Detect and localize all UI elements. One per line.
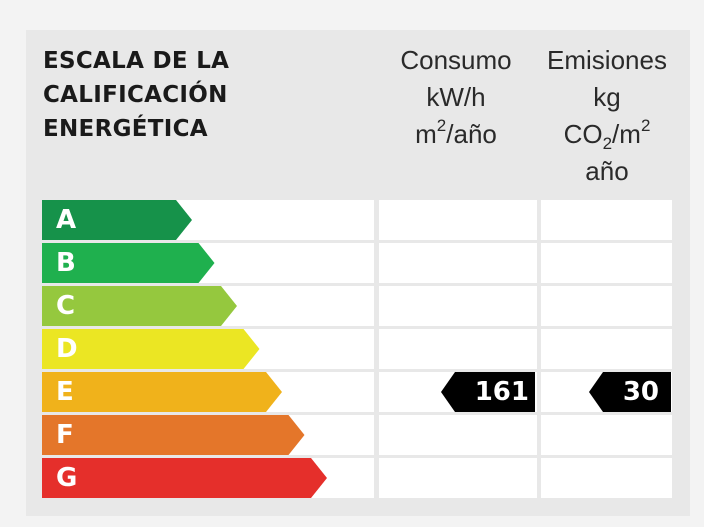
emisiones-cell — [541, 243, 672, 283]
rating-bar-cell: C — [42, 286, 374, 326]
rating-row-f: F — [26, 415, 690, 455]
value-marker-shape — [441, 372, 535, 412]
unit-sub: 2 — [602, 134, 613, 153]
rating-row-a: A — [26, 200, 690, 240]
value-marker-polygon — [441, 372, 535, 412]
rating-bar-cell: G — [42, 458, 374, 498]
title-line: CALIFICACIÓN — [43, 82, 228, 108]
rating-letter: E — [56, 377, 74, 407]
rating-bar-cell: F — [42, 415, 374, 455]
emisiones-label: Emisiones — [547, 45, 667, 75]
emisiones-cell — [541, 329, 672, 369]
emisiones-unit-year: año — [585, 156, 629, 186]
consumo-cell — [379, 243, 537, 283]
consumo-cell — [379, 329, 537, 369]
rating-bar-shape — [42, 329, 260, 369]
rating-letter: A — [56, 205, 77, 235]
unit-sup: 2 — [436, 116, 447, 135]
rating-bar-polygon — [42, 372, 282, 412]
rating-bar-shape — [42, 286, 237, 326]
rating-letter: B — [56, 248, 76, 278]
consumo-cell — [379, 200, 537, 240]
consumo-label: Consumo — [400, 45, 512, 75]
emisiones-cell — [541, 415, 672, 455]
rating-letter: F — [56, 420, 74, 450]
rating-bar-cell: E — [42, 372, 374, 412]
rating-row-b: B — [26, 243, 690, 283]
rating-row-g: G — [26, 458, 690, 498]
rating-bar-shape — [42, 458, 327, 498]
consumo-cell — [379, 415, 537, 455]
rating-bar-shape — [42, 200, 192, 240]
rating-bar-polygon — [42, 200, 192, 240]
rating-bar-shape — [42, 415, 305, 455]
energy-rating-panel: ESCALA DE LA CALIFICACIÓN ENERGÉTICA Con… — [26, 30, 690, 516]
rating-row-e: E 161 30 — [26, 372, 690, 412]
emisiones-cell — [541, 200, 672, 240]
consumo-value-marker: 161 — [441, 372, 535, 412]
consumo-header: Consumo kW/h m2/año — [376, 42, 536, 153]
rating-bar-polygon — [42, 243, 215, 283]
rating-row-c: C — [26, 286, 690, 326]
emisiones-unit-kg: kg — [593, 82, 621, 112]
emisiones-value: 30 — [622, 377, 659, 407]
value-marker-shape — [589, 372, 671, 412]
emisiones-cell: 30 — [541, 372, 672, 412]
title-line: ESCALA DE LA — [43, 48, 230, 74]
emisiones-header: Emisiones kg CO2/m2 año — [536, 42, 678, 190]
consumo-cell — [379, 286, 537, 326]
rating-row-d: D — [26, 329, 690, 369]
rating-letter: G — [56, 463, 78, 493]
consumo-value: 161 — [474, 377, 529, 407]
title-line: ENERGÉTICA — [43, 116, 208, 142]
consumo-unit-area: m2/año — [376, 116, 536, 153]
rating-bar-polygon — [42, 329, 260, 369]
rating-bar-cell: A — [42, 200, 374, 240]
emisiones-value-marker: 30 — [589, 372, 671, 412]
rating-bar: D — [42, 329, 260, 369]
rating-bar: F — [42, 415, 305, 455]
rating-bar: B — [42, 243, 215, 283]
unit-base: m — [415, 119, 437, 149]
emisiones-cell — [541, 458, 672, 498]
rating-bar-cell: D — [42, 329, 374, 369]
rating-bar-polygon — [42, 458, 327, 498]
rating-bar-polygon — [42, 286, 237, 326]
rating-bar-shape — [42, 372, 282, 412]
unit-mid: /m — [612, 119, 641, 149]
rating-bar: C — [42, 286, 237, 326]
value-marker-polygon — [589, 372, 671, 412]
unit-sup: 2 — [640, 116, 651, 135]
consumo-cell — [379, 458, 537, 498]
rating-bar: E — [42, 372, 282, 412]
rating-bar: G — [42, 458, 327, 498]
rating-letter: D — [56, 334, 78, 364]
rating-bar: A — [42, 200, 192, 240]
scale-title: ESCALA DE LA CALIFICACIÓN ENERGÉTICA — [43, 44, 373, 146]
consumo-cell: 161 — [379, 372, 537, 412]
emisiones-cell — [541, 286, 672, 326]
unit-rest: /año — [446, 119, 497, 149]
consumo-unit-kwh: kW/h — [426, 82, 486, 112]
rating-letter: C — [56, 291, 76, 321]
emisiones-unit-co2: CO2/m2 — [536, 116, 678, 153]
rating-bar-shape — [42, 243, 215, 283]
rating-bar-cell: B — [42, 243, 374, 283]
unit-base: CO — [563, 119, 603, 149]
rating-bar-polygon — [42, 415, 305, 455]
